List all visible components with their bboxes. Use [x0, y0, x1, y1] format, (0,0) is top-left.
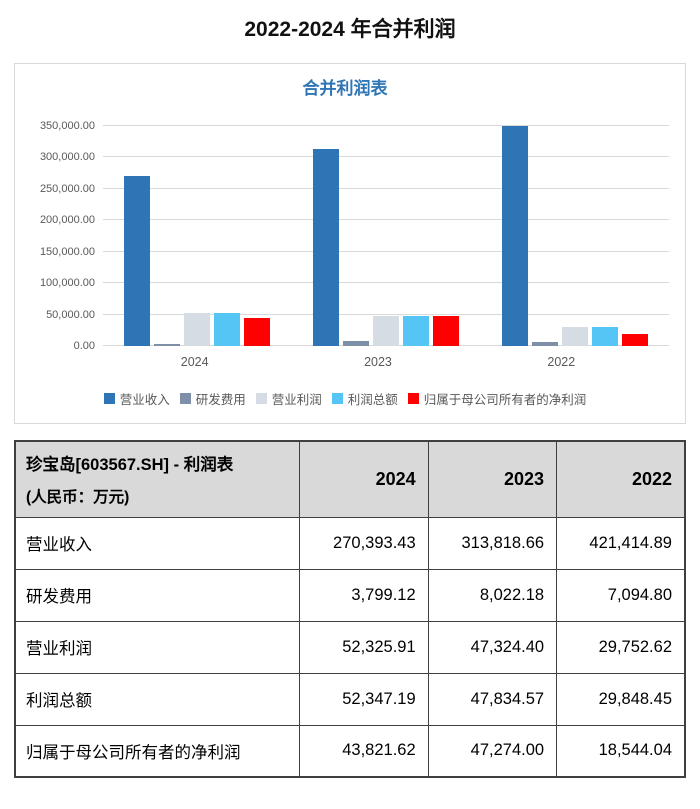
gridline [103, 250, 669, 252]
legend-item-营业收入: 营业收入 [103, 389, 170, 408]
table-title-line1: 珍宝岛[603567.SH] - 利润表 [26, 456, 234, 475]
row-label: 研发费用 [14, 568, 301, 622]
bar-营业收入-2022 [501, 126, 528, 346]
y-axis: 0.00 50,000.00 100,000.00 150,000.00 200,000… [21, 120, 103, 352]
bar-group-2022 [480, 126, 669, 346]
cell-营业利润-2024: 52,325.91 [299, 620, 429, 674]
cell-营业收入-2024: 270,393.43 [299, 516, 429, 570]
table-title-line2: (人民币：万元) [26, 489, 130, 507]
bar-归属于母公司所有者的净利润-2024 [244, 318, 271, 346]
y-tick-label: 300,000.00 [39, 151, 95, 164]
profit-table: 珍宝岛[603567.SH] - 利润表 (人民币：万元) 2024 2023 … [14, 440, 686, 778]
cell-归属于母公司所有者的净利润-2023: 47,274.00 [427, 724, 558, 778]
column-header-2024: 2024 [299, 440, 429, 518]
legend-label: 营业收入 [119, 393, 170, 407]
x-tick-label-2024: 2024 [180, 355, 209, 369]
column-header-2023: 2023 [427, 440, 558, 518]
cell-利润总额-2022: 29,848.45 [556, 672, 686, 726]
x-tick-label-2022: 2022 [547, 355, 576, 369]
bar-归属于母公司所有者的净利润-2022 [621, 334, 648, 346]
cell-研发费用-2024: 3,799.12 [299, 568, 429, 622]
bar-营业利润-2024 [184, 313, 211, 346]
table-row-研发费用: 研发费用 3,799.12 8,022.18 7,094.80 [14, 568, 686, 622]
y-tick-label: 50,000.00 [46, 308, 95, 321]
y-tick-label: 200,000.00 [39, 214, 95, 227]
y-tick-label: 0.00 [73, 340, 95, 352]
column-header-2022: 2022 [556, 440, 686, 518]
bar-利润总额-2024 [214, 313, 241, 346]
legend-label: 归属于母公司所有者的净利润 [423, 393, 587, 407]
row-label: 归属于母公司所有者的净利润 [14, 724, 301, 778]
y-tick-label: 250,000.00 [39, 182, 95, 195]
gridline [103, 313, 669, 315]
gridline [103, 219, 669, 221]
bar-利润总额-2022 [591, 327, 618, 346]
bar-groups [103, 126, 669, 346]
gridline [103, 282, 669, 284]
x-axis: 2024 2023 2022 [103, 346, 653, 369]
cell-归属于母公司所有者的净利润-2024: 43,821.62 [299, 724, 429, 778]
legend-item-研发费用: 研发费用 [179, 389, 246, 408]
cell-利润总额-2024: 52,347.19 [299, 672, 429, 726]
cell-营业收入-2022: 421,414.89 [556, 516, 686, 570]
row-label: 营业收入 [14, 516, 301, 570]
table-row-营业收入: 营业收入 270,393.43 313,818.66 421,414.89 [14, 516, 686, 570]
bar-营业利润-2023 [373, 316, 399, 346]
row-label: 利润总额 [14, 672, 301, 726]
chart-title: 合并利润表 [302, 79, 388, 98]
y-tick-label: 350,000.00 [39, 120, 95, 132]
bar-营业收入-2024 [124, 176, 151, 346]
legend-swatch-icon [255, 393, 267, 404]
cell-营业利润-2022: 29,752.62 [556, 620, 686, 674]
table-row-利润总额: 利润总额 52,347.19 47,834.57 29,848.45 [14, 672, 686, 726]
cell-营业利润-2023: 47,324.40 [427, 620, 558, 674]
legend-swatch-icon [179, 393, 191, 404]
legend-swatch-icon [103, 393, 115, 404]
bar-研发费用-2023 [343, 340, 369, 346]
bar-group-2024 [103, 126, 292, 346]
bar-研发费用-2022 [531, 341, 558, 346]
x-tick-label-2023: 2023 [364, 355, 392, 369]
gridline [103, 125, 669, 126]
chart-card: 合并利润表 0.00 50,000.00 100,000.00 150,000.00 2… [14, 63, 686, 424]
table-header-row: 珍宝岛[603567.SH] - 利润表 (人民币：万元) 2024 2023 … [14, 440, 686, 518]
chart-area: 0.00 50,000.00 100,000.00 150,000.00 200,000… [21, 120, 669, 352]
y-tick-label: 150,000.00 [39, 245, 95, 258]
bar-利润总额-2023 [403, 315, 429, 346]
chart-legend: 营业收入 研发费用 营业利润 利润总额 归属于母公司所有者的净利润 [21, 389, 669, 408]
plot-area [103, 125, 669, 346]
table-row-归属于母公司所有者的净利润: 归属于母公司所有者的净利润 43,821.62 47,274.00 18,544.04 [14, 724, 686, 778]
y-tick-label: 100,000.00 [39, 277, 95, 290]
legend-item-营业利润: 营业利润 [255, 389, 322, 408]
row-label: 营业利润 [14, 620, 301, 674]
legend-swatch-icon [331, 393, 343, 404]
legend-swatch-icon [407, 393, 419, 404]
table-row-营业利润: 营业利润 52,325.91 47,324.40 29,752.62 [14, 620, 686, 674]
cell-研发费用-2022: 7,094.80 [556, 568, 686, 622]
cell-利润总额-2023: 47,834.57 [427, 672, 558, 726]
bar-营业利润-2022 [561, 327, 588, 346]
bar-group-2023 [292, 126, 481, 346]
legend-label: 利润总额 [347, 393, 398, 407]
legend-item-归属于母公司所有者的净利润: 归属于母公司所有者的净利润 [407, 389, 587, 408]
gridline [103, 156, 669, 158]
bar-营业收入-2023 [313, 148, 339, 346]
page-title: 2022-2024 年合并利润 [244, 18, 456, 41]
bar-研发费用-2024 [154, 343, 181, 346]
cell-研发费用-2023: 8,022.18 [427, 568, 558, 622]
cell-归属于母公司所有者的净利润-2022: 18,544.04 [556, 724, 686, 778]
gridline [103, 187, 669, 189]
cell-营业收入-2023: 313,818.66 [427, 516, 558, 570]
legend-label: 营业利润 [271, 393, 322, 407]
legend-item-利润总额: 利润总额 [331, 389, 398, 408]
legend-label: 研发费用 [195, 393, 246, 407]
table-title-cell: 珍宝岛[603567.SH] - 利润表 (人民币：万元) [14, 440, 301, 518]
bar-归属于母公司所有者的净利润-2023 [433, 316, 459, 346]
